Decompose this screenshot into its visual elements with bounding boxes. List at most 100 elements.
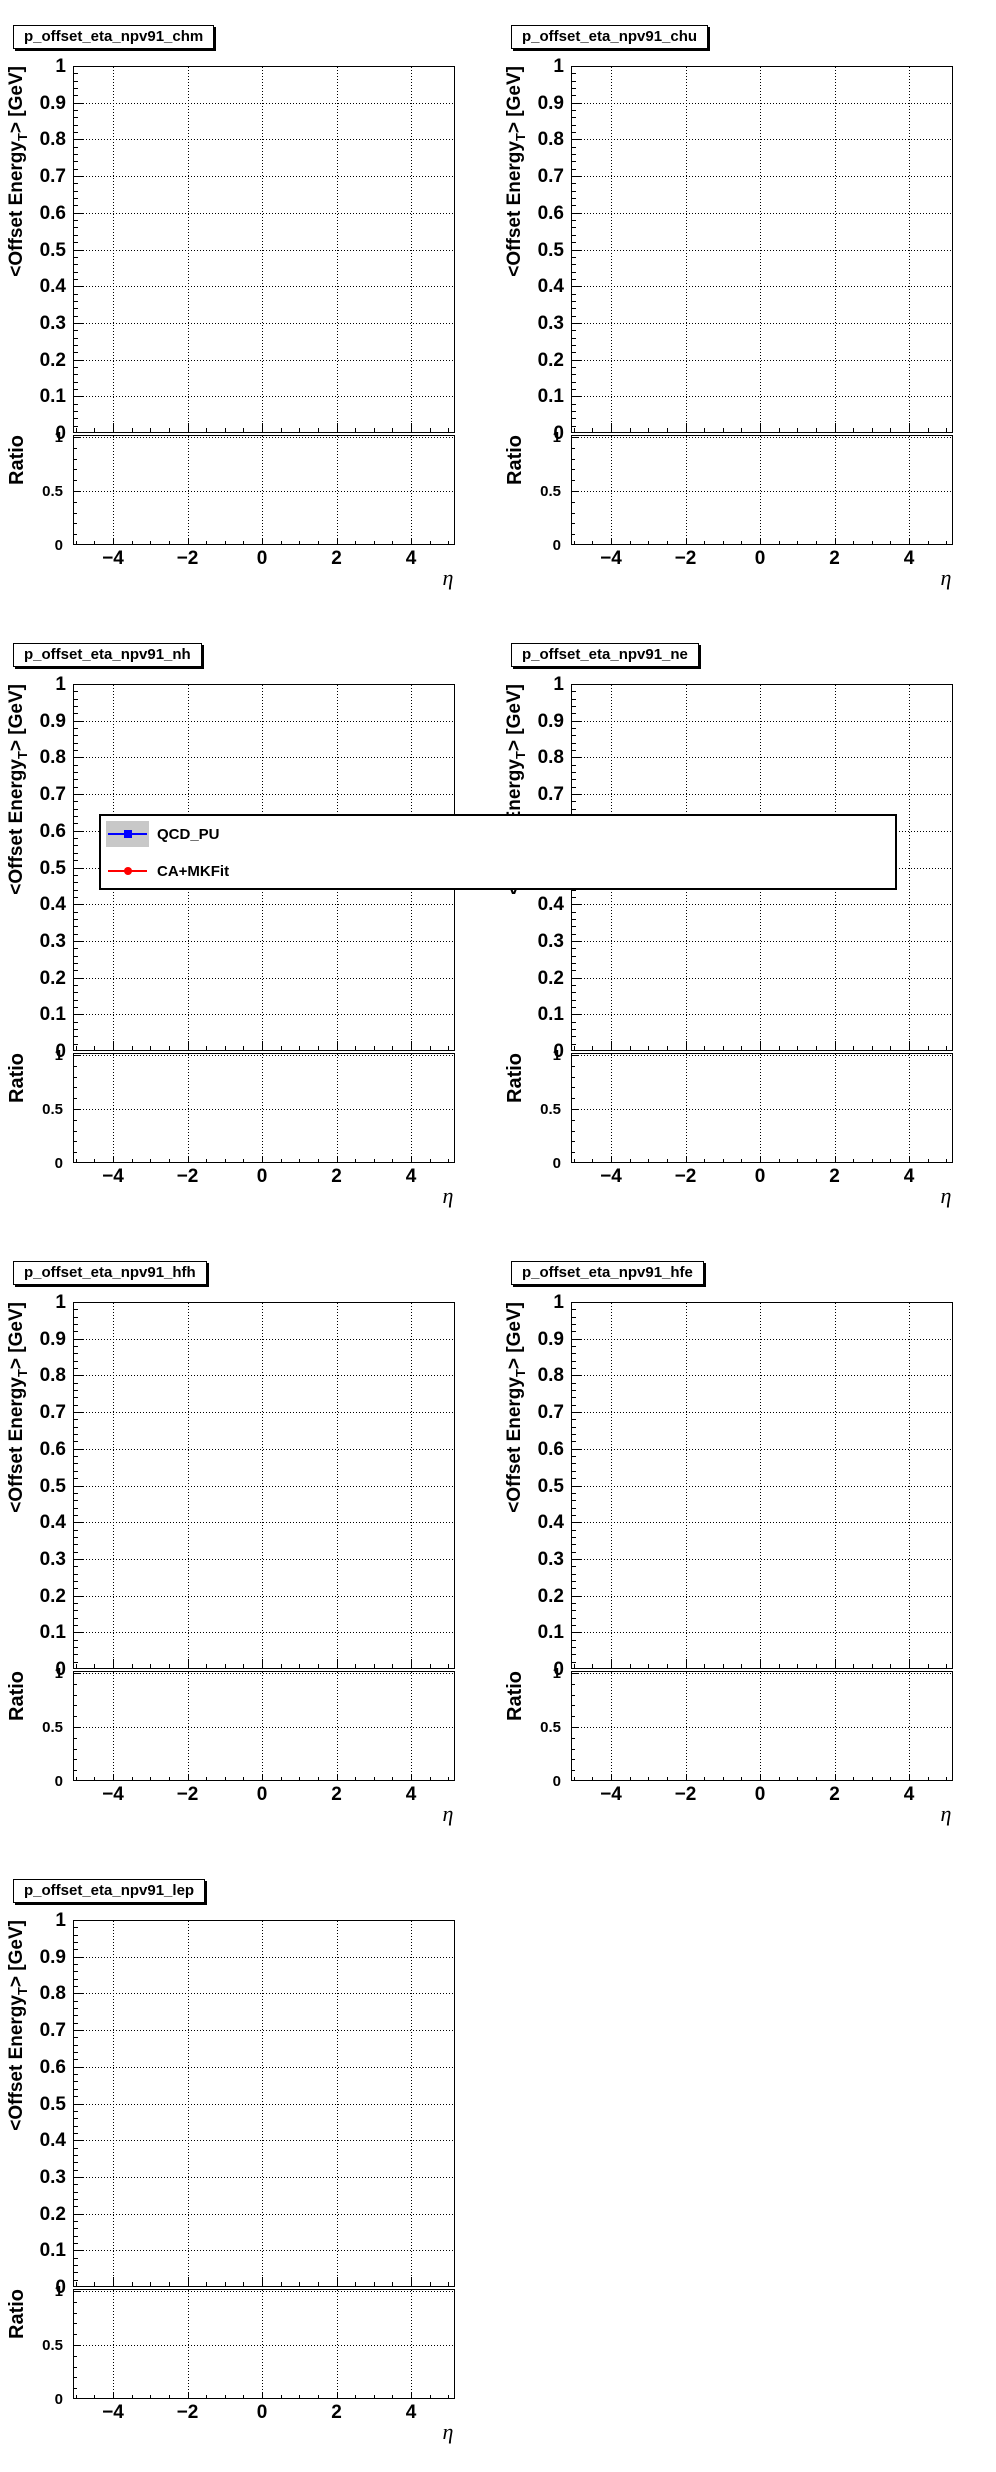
tick-mark bbox=[741, 1159, 743, 1162]
tick-mark bbox=[572, 948, 576, 950]
tick-mark bbox=[74, 396, 83, 398]
v-gridline bbox=[760, 1672, 761, 1780]
y-axis-title-sub: T bbox=[14, 751, 30, 760]
tick-mark bbox=[131, 428, 133, 432]
tick-mark bbox=[572, 1705, 575, 1707]
tick-mark bbox=[74, 2213, 83, 2215]
tick-mark bbox=[299, 541, 301, 544]
tick-mark bbox=[760, 1156, 761, 1162]
h-gridline bbox=[74, 1055, 454, 1056]
y-axis-tick-label: 0.4 bbox=[537, 894, 564, 916]
tick-mark bbox=[299, 1046, 301, 1050]
tick-mark bbox=[336, 2277, 338, 2286]
h-gridline bbox=[572, 176, 952, 178]
tick-mark bbox=[572, 779, 576, 781]
y-axis-title-sub: T bbox=[512, 133, 528, 142]
tick-mark bbox=[113, 1659, 114, 1668]
tick-mark bbox=[74, 132, 78, 134]
h-gridline bbox=[572, 940, 952, 942]
tick-mark bbox=[113, 1041, 114, 1050]
tick-mark bbox=[74, 1412, 83, 1414]
y-axis-tick-label: 0.8 bbox=[39, 1983, 66, 2005]
legend: QCD_PU CA+MKFit bbox=[99, 814, 897, 890]
tick-mark bbox=[74, 1971, 78, 1973]
tick-mark bbox=[704, 1664, 706, 1668]
x-axis-tick-label: 0 bbox=[754, 1784, 766, 1805]
figure-panel: p_offset_eta_npv91_hfe 1 0.9 0.8 0.7 0.6 0.5 0.… bbox=[498, 1236, 996, 1854]
tick-mark bbox=[74, 1055, 80, 1056]
tick-mark bbox=[572, 984, 576, 986]
x-axis-tick-label: 0 bbox=[754, 1166, 766, 1187]
tick-mark bbox=[572, 1109, 578, 1110]
h-gridline bbox=[74, 1522, 454, 1524]
tick-mark bbox=[74, 2184, 78, 2186]
v-gridline bbox=[262, 1672, 263, 1780]
tick-mark bbox=[74, 801, 78, 803]
tick-mark bbox=[797, 428, 799, 432]
tick-mark bbox=[74, 992, 78, 994]
tick-mark bbox=[317, 1664, 319, 1668]
tick-mark bbox=[778, 541, 780, 544]
tick-mark bbox=[336, 538, 338, 544]
x-axis-tick-label: 0 bbox=[256, 548, 268, 569]
tick-mark bbox=[74, 512, 77, 514]
h-gridline bbox=[74, 1485, 454, 1487]
tick-mark bbox=[572, 1485, 581, 1487]
tick-mark bbox=[74, 1978, 78, 1980]
tick-mark bbox=[280, 2282, 282, 2286]
tick-mark bbox=[131, 1159, 133, 1162]
tick-mark bbox=[572, 1021, 576, 1023]
tick-mark bbox=[74, 1588, 78, 1590]
y-axis-title: <Offset EnergyT> [GeV] bbox=[6, 684, 33, 895]
tick-mark bbox=[411, 423, 412, 432]
v-gridline bbox=[760, 436, 761, 544]
figure-panel: p_offset_eta_npv91_chu 1 0.9 0.8 0.7 0.6 0.5 0.… bbox=[498, 0, 996, 618]
tick-mark bbox=[572, 1152, 575, 1154]
tick-mark bbox=[74, 2162, 78, 2164]
tick-mark bbox=[206, 2395, 208, 2398]
y-axis-title: <Offset EnergyT> [GeV] bbox=[6, 66, 33, 277]
tick-mark bbox=[355, 541, 357, 544]
x-axis-tick-label: 4 bbox=[405, 1166, 417, 1187]
tick-mark bbox=[611, 1156, 612, 1162]
tick-mark bbox=[572, 1441, 576, 1443]
tick-mark bbox=[94, 2395, 96, 2398]
y-axis-tick-label: 0.6 bbox=[537, 202, 564, 224]
tick-mark bbox=[572, 469, 575, 471]
tick-mark bbox=[573, 428, 575, 432]
tick-mark bbox=[592, 1664, 594, 1668]
tick-mark bbox=[572, 1397, 576, 1399]
tick-mark bbox=[262, 2277, 263, 2286]
tick-mark bbox=[572, 1028, 576, 1030]
tick-mark bbox=[685, 538, 687, 544]
v-gridline bbox=[187, 67, 189, 432]
tick-mark bbox=[411, 1774, 412, 1780]
tick-mark bbox=[74, 1727, 80, 1728]
tick-mark bbox=[74, 1006, 78, 1008]
tick-mark bbox=[572, 757, 581, 759]
y-axis-tick-label: 0.3 bbox=[39, 1548, 66, 1570]
tick-mark bbox=[572, 1404, 576, 1406]
tick-mark bbox=[572, 212, 581, 214]
tick-mark bbox=[927, 1046, 929, 1050]
tick-mark bbox=[572, 1759, 575, 1761]
tick-mark bbox=[666, 1046, 668, 1050]
tick-mark bbox=[74, 1109, 80, 1110]
x-axis-tick-label: 4 bbox=[903, 1166, 915, 1187]
tick-mark bbox=[74, 1949, 78, 1951]
tick-mark bbox=[262, 2392, 263, 2398]
tick-mark bbox=[890, 1159, 892, 1162]
v-gridline bbox=[685, 67, 687, 432]
y-axis-tick-label: 0 bbox=[55, 1041, 66, 1062]
tick-mark bbox=[74, 1759, 77, 1761]
tick-mark bbox=[74, 1463, 78, 1465]
tick-mark bbox=[243, 541, 245, 544]
tick-mark bbox=[572, 706, 576, 708]
panel-title-box: p_offset_eta_npv91_chm bbox=[13, 25, 215, 49]
tick-mark bbox=[760, 423, 761, 432]
main-plot-frame bbox=[571, 66, 953, 433]
tick-mark bbox=[262, 423, 263, 432]
y-axis-tick-label: 0.7 bbox=[39, 166, 66, 188]
tick-mark bbox=[299, 428, 301, 432]
tick-mark bbox=[74, 227, 78, 229]
